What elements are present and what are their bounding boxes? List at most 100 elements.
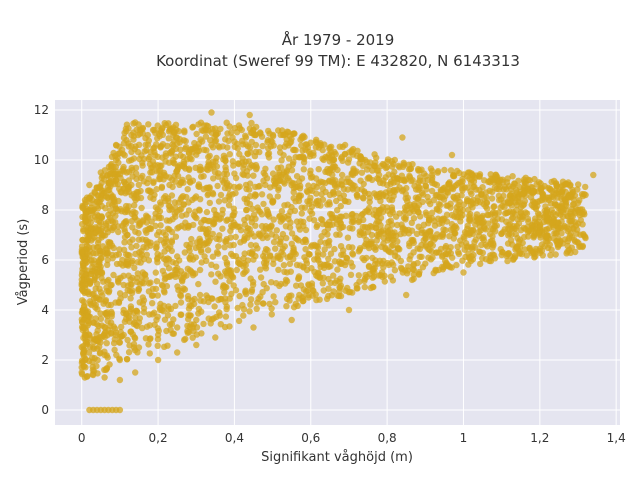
data-point: [539, 252, 546, 259]
data-point: [101, 351, 108, 359]
data-point: [98, 202, 106, 210]
data-point: [313, 223, 320, 230]
y-tick-label: 8: [41, 203, 49, 217]
data-point: [127, 305, 135, 313]
data-point: [432, 249, 440, 256]
data-point: [365, 163, 373, 170]
data-point: [590, 171, 597, 179]
data-point: [128, 156, 135, 164]
data-point: [105, 301, 112, 309]
data-point: [325, 263, 332, 271]
data-point: [407, 165, 414, 173]
data-point: [306, 251, 313, 258]
data-point: [111, 325, 119, 332]
data-point: [275, 186, 282, 194]
data-point: [507, 237, 515, 244]
data-point: [227, 227, 234, 235]
data-point: [255, 183, 262, 190]
data-point: [221, 244, 228, 251]
data-point: [428, 187, 436, 195]
data-point: [286, 260, 294, 267]
data-point: [519, 215, 526, 223]
data-point: [278, 208, 286, 215]
data-point: [86, 231, 93, 239]
data-point: [273, 227, 280, 234]
data-point: [206, 199, 213, 207]
data-point: [115, 150, 122, 157]
data-point: [313, 136, 320, 143]
data-point: [439, 266, 446, 273]
data-point: [367, 284, 375, 292]
data-point: [133, 275, 141, 282]
data-point: [338, 213, 345, 220]
data-point: [521, 246, 529, 253]
data-point: [315, 166, 322, 173]
data-point: [283, 303, 290, 310]
data-point: [135, 229, 142, 237]
data-point: [424, 193, 431, 201]
data-point: [517, 227, 525, 234]
data-point: [147, 169, 154, 176]
data-point: [507, 185, 515, 192]
data-point: [97, 315, 105, 322]
data-point: [454, 192, 461, 199]
data-point: [97, 194, 105, 201]
data-point: [536, 197, 544, 204]
data-point: [403, 291, 410, 299]
data-point: [145, 175, 152, 182]
data-point: [143, 219, 150, 226]
data-point: [359, 162, 367, 169]
data-point: [128, 218, 135, 225]
data-point: [536, 231, 543, 239]
data-point: [383, 193, 390, 200]
data-point: [258, 133, 266, 140]
data-point: [298, 210, 305, 217]
data-point: [139, 269, 146, 276]
data-point: [181, 249, 188, 256]
data-point: [236, 150, 243, 158]
data-point: [399, 224, 407, 231]
data-point: [512, 246, 519, 253]
data-point: [185, 328, 193, 336]
data-point: [90, 257, 97, 264]
data-point: [205, 315, 212, 322]
data-point: [215, 296, 222, 304]
data-point: [244, 150, 251, 157]
data-point: [567, 181, 574, 189]
data-point: [115, 197, 122, 205]
data-point: [323, 295, 331, 303]
data-point: [268, 279, 275, 286]
data-point: [120, 281, 127, 289]
data-point: [475, 219, 482, 226]
data-point: [293, 218, 301, 225]
data-point: [105, 326, 112, 334]
data-point: [153, 168, 161, 175]
data-point: [259, 300, 267, 307]
data-point: [120, 306, 127, 314]
data-point: [243, 206, 250, 213]
data-point: [291, 130, 298, 137]
data-point: [193, 130, 200, 138]
data-point: [276, 144, 284, 151]
data-point: [145, 257, 153, 264]
data-point: [163, 282, 171, 290]
data-point: [120, 140, 128, 147]
data-point: [196, 291, 204, 299]
data-point: [555, 225, 562, 233]
data-point: [112, 141, 120, 149]
data-point: [530, 234, 537, 241]
data-point: [180, 137, 188, 144]
data-point: [266, 252, 274, 259]
data-point: [465, 230, 472, 237]
data-point: [112, 156, 120, 164]
data-point: [230, 282, 237, 289]
data-point: [272, 280, 280, 287]
data-point: [188, 235, 195, 243]
data-point: [469, 204, 476, 211]
data-point: [209, 189, 216, 197]
data-point: [105, 238, 112, 246]
data-point: [291, 249, 298, 256]
data-point: [183, 211, 190, 218]
data-point: [509, 214, 516, 221]
data-point: [330, 162, 338, 169]
